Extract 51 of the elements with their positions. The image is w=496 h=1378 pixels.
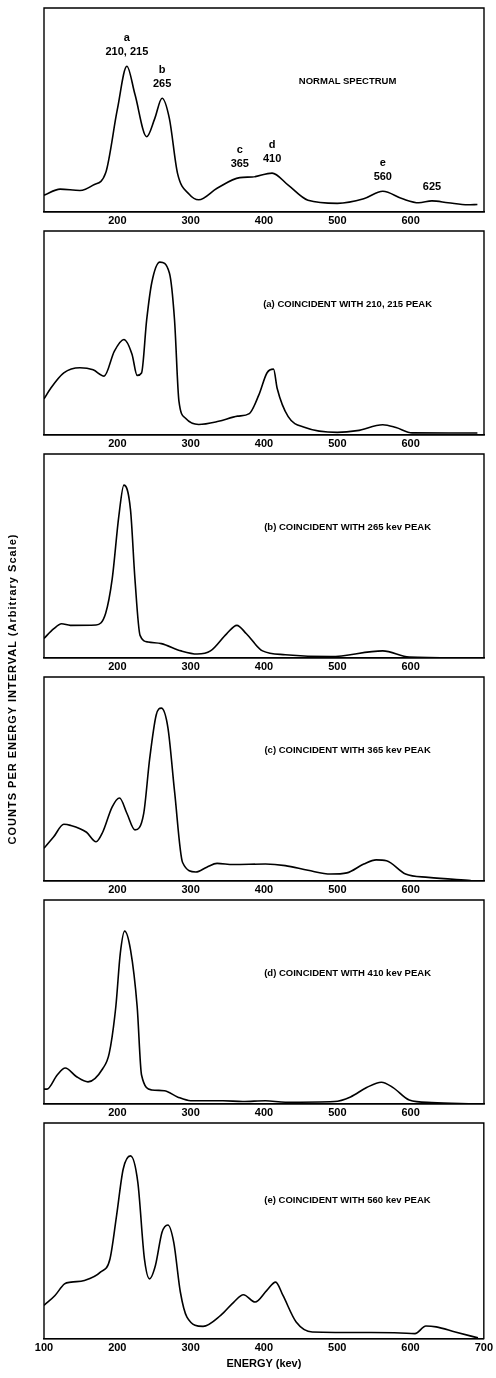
x-tick-label: 200 — [108, 660, 127, 673]
x-tick-label: 600 — [401, 660, 420, 673]
annotation: 365 — [230, 156, 249, 169]
x-tick-label: 200 — [108, 1341, 127, 1354]
x-tick-label: 700 — [474, 1341, 493, 1354]
annotation: d — [268, 138, 276, 151]
x-tick-label: 600 — [401, 214, 420, 227]
annotation: 210, 215 — [105, 45, 149, 58]
x-tick-label: 500 — [328, 1106, 347, 1119]
text: (e) COINCIDENT WITH 560 kev PEAK — [264, 1194, 431, 1206]
x-tick-label: 200 — [108, 214, 127, 227]
x-tick-label: 200 — [108, 883, 127, 896]
x-tick-label: 500 — [328, 1341, 347, 1354]
x-tick-label: 300 — [181, 883, 200, 896]
x-tick-label: 400 — [254, 1106, 274, 1119]
text: NORMAL SPECTRUM — [298, 74, 397, 86]
annotation: 560 — [373, 170, 392, 183]
x-tick-label: 400 — [254, 1341, 274, 1354]
x-tick-label: 600 — [401, 1341, 420, 1354]
x-tick-label: 400 — [254, 883, 274, 896]
x-tick-label: 100 — [34, 1341, 54, 1354]
annotation: 265 — [152, 77, 172, 90]
x-tick-label: 500 — [328, 214, 347, 227]
x-tick-label: 400 — [254, 437, 274, 450]
x-tick-label: 300 — [181, 437, 200, 450]
x-tick-label: 300 — [181, 1106, 200, 1119]
y-axis-title: COUNTS PER ENERGY INTERVAL (Arbitrary Scale) — [6, 533, 18, 845]
annotation: 625 — [422, 179, 442, 192]
text: (b) COINCIDENT WITH 265 kev PEAK — [264, 520, 432, 532]
x-tick-label: 200 — [108, 1106, 127, 1119]
text: (a) COINCIDENT WITH 210, 215 PEAK — [263, 297, 433, 309]
annotation: c — [236, 142, 243, 155]
x-tick-label: 300 — [181, 1341, 200, 1354]
x-tick-label: 600 — [401, 1106, 420, 1119]
annotation: 410 — [262, 152, 282, 165]
x-tick-label: 400 — [254, 660, 274, 673]
x-tick-label: 500 — [328, 883, 347, 896]
x-tick-label: 600 — [401, 437, 420, 450]
annotation: a — [123, 31, 131, 44]
x-tick-label: 600 — [401, 883, 420, 896]
x-tick-label: 200 — [108, 437, 127, 450]
x-tick-label: 500 — [328, 437, 347, 450]
x-tick-label: 300 — [181, 660, 200, 673]
x-tick-label: 500 — [328, 660, 347, 673]
x-tick-label: 300 — [181, 214, 200, 227]
annotation: e — [379, 156, 386, 169]
text: (d) COINCIDENT WITH 410 kev PEAK — [264, 966, 432, 978]
x-axis-title: ENERGY (kev) — [226, 1357, 302, 1370]
x-tick-label: 400 — [254, 214, 274, 227]
text: (c) COINCIDENT WITH 365 kev PEAK — [264, 743, 431, 755]
annotation: b — [158, 63, 166, 76]
